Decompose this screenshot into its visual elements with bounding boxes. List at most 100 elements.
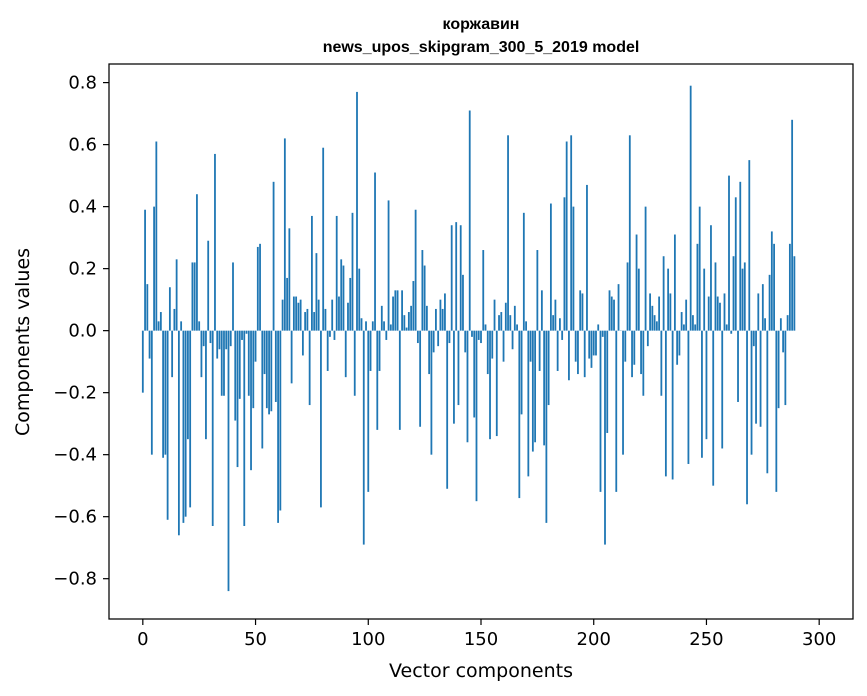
bar-142 bbox=[462, 274, 464, 331]
bar-46 bbox=[245, 330, 248, 334]
bar-287 bbox=[788, 243, 791, 331]
bar-234 bbox=[669, 293, 672, 331]
bar-127 bbox=[428, 330, 431, 375]
bar-37 bbox=[225, 330, 228, 350]
bar-221 bbox=[640, 330, 642, 375]
bar-22 bbox=[191, 262, 194, 331]
bar-96 bbox=[358, 268, 361, 331]
bar-113 bbox=[396, 290, 399, 331]
bar-264 bbox=[737, 330, 739, 402]
bar-97 bbox=[360, 318, 363, 331]
bar-164 bbox=[511, 330, 514, 350]
bar-107 bbox=[383, 321, 385, 331]
bar-270 bbox=[750, 330, 753, 455]
bar-138 bbox=[453, 330, 455, 424]
bar-199 bbox=[590, 330, 593, 368]
bar-241 bbox=[685, 299, 688, 331]
bar-101 bbox=[369, 330, 372, 371]
bar-160 bbox=[502, 330, 505, 362]
bar-81 bbox=[324, 308, 327, 331]
bar-98 bbox=[362, 330, 365, 545]
bar-166 bbox=[516, 324, 518, 331]
bar-238 bbox=[678, 330, 681, 356]
bar-184 bbox=[556, 330, 559, 371]
bar-18 bbox=[182, 330, 185, 523]
bar-216 bbox=[628, 135, 631, 331]
bar-273 bbox=[757, 293, 760, 331]
bar-239 bbox=[680, 312, 683, 331]
bar-147 bbox=[473, 330, 476, 418]
bar-211 bbox=[617, 284, 620, 331]
bar-169 bbox=[522, 212, 525, 331]
bar-134 bbox=[444, 293, 446, 331]
bar-85 bbox=[333, 330, 336, 340]
bar-189 bbox=[568, 330, 570, 381]
y-tick-label: 0.6 bbox=[68, 135, 97, 156]
bar-115 bbox=[401, 290, 403, 331]
bar-141 bbox=[459, 225, 462, 331]
bar-145 bbox=[468, 110, 471, 331]
bar-88 bbox=[340, 259, 343, 331]
bar-150 bbox=[480, 330, 482, 344]
bar-156 bbox=[493, 299, 496, 331]
bar-42 bbox=[236, 330, 239, 468]
bar-45 bbox=[243, 330, 246, 526]
bar-279 bbox=[770, 231, 773, 331]
bar-55 bbox=[265, 330, 268, 409]
bar-111 bbox=[392, 296, 394, 331]
bar-39 bbox=[229, 330, 232, 347]
bar-89 bbox=[342, 265, 345, 331]
bar-226 bbox=[651, 305, 654, 331]
bar-17 bbox=[180, 321, 183, 331]
y-tick-label: −0.6 bbox=[53, 507, 97, 528]
bar-178 bbox=[543, 330, 546, 446]
bar-236 bbox=[673, 234, 676, 331]
bar-171 bbox=[527, 330, 530, 477]
bar-205 bbox=[604, 330, 606, 545]
bar-260 bbox=[728, 175, 730, 331]
bar-57 bbox=[270, 330, 273, 412]
bar-274 bbox=[759, 330, 762, 427]
bar-117 bbox=[405, 327, 408, 331]
bar-276 bbox=[764, 318, 766, 331]
y-tick-label: −0.8 bbox=[53, 569, 97, 590]
bar-231 bbox=[662, 256, 665, 331]
bar-237 bbox=[676, 330, 679, 365]
bar-108 bbox=[385, 330, 388, 340]
bar-168 bbox=[520, 330, 523, 415]
bar-83 bbox=[329, 330, 331, 337]
bar-243 bbox=[689, 85, 692, 331]
x-tick-label: 0 bbox=[137, 629, 148, 650]
bar-90 bbox=[344, 330, 347, 378]
bar-126 bbox=[425, 305, 428, 331]
bar-80 bbox=[322, 147, 325, 331]
bar-33 bbox=[216, 330, 219, 359]
bar-32 bbox=[214, 153, 216, 331]
bar-75 bbox=[311, 215, 313, 331]
bar-70 bbox=[299, 299, 302, 331]
bar-118 bbox=[407, 312, 410, 331]
bar-161 bbox=[504, 302, 507, 331]
bar-62 bbox=[281, 299, 284, 331]
bar-72 bbox=[304, 312, 307, 331]
bar-194 bbox=[579, 290, 582, 331]
bar-275 bbox=[761, 284, 764, 331]
chart-title: коржавин bbox=[443, 16, 520, 33]
bar-177 bbox=[540, 290, 543, 331]
bar-104 bbox=[376, 330, 379, 430]
bar-48 bbox=[250, 330, 252, 471]
bar-25 bbox=[198, 321, 201, 331]
bar-44 bbox=[241, 330, 243, 340]
bar-227 bbox=[653, 315, 656, 331]
x-tick-label: 200 bbox=[577, 629, 611, 650]
x-tick-label: 100 bbox=[351, 629, 385, 650]
bar-15 bbox=[175, 259, 178, 331]
bar-277 bbox=[766, 330, 769, 474]
bar-283 bbox=[779, 318, 782, 331]
bar-7 bbox=[157, 321, 160, 331]
bar-190 bbox=[570, 135, 573, 331]
bar-278 bbox=[768, 274, 771, 331]
bar-53 bbox=[261, 330, 264, 449]
bar-257 bbox=[721, 330, 724, 449]
bar-92 bbox=[349, 277, 352, 331]
